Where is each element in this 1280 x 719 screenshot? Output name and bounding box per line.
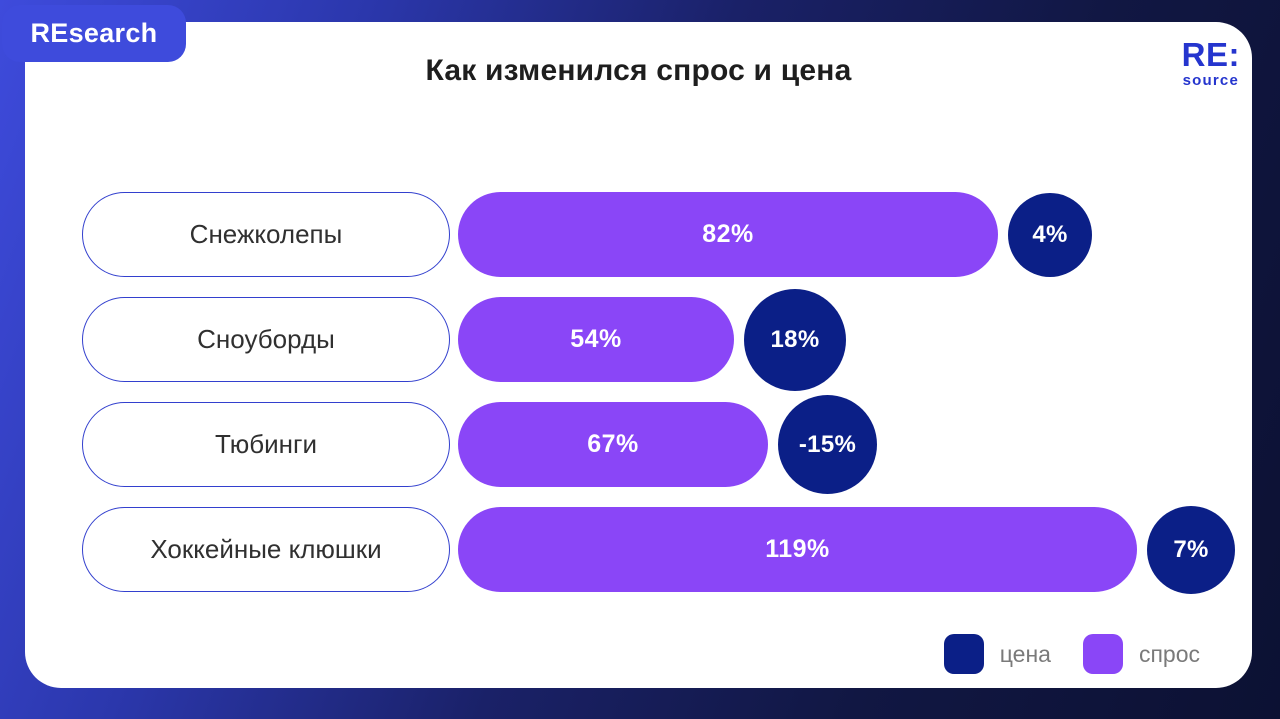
chart-row: Сноуборды 54% 18% <box>82 288 1235 391</box>
price-circle: 7% <box>1147 505 1235 594</box>
legend: цена спрос <box>943 634 1200 674</box>
category-label: Сноуборды <box>197 324 335 354</box>
price-circle: 18% <box>744 288 846 391</box>
category-label: Тюбинги <box>214 429 318 459</box>
legend-item-price: цена <box>943 634 1051 674</box>
legend-item-demand: спрос <box>1082 634 1200 674</box>
research-badge: REsearch <box>2 5 186 62</box>
category-pill: Тюбинги <box>82 402 450 487</box>
demand-bar: 54% <box>458 297 734 382</box>
demand-bar: 82% <box>458 192 998 277</box>
price-value: -15% <box>798 430 857 458</box>
badge-label: REsearch <box>30 18 158 48</box>
chart-rows: Снежколепы 82% 4% Сноуборды 54% 18% <box>82 192 1235 612</box>
logo-secondary-text: source <box>1182 72 1240 89</box>
demand-bar: 67% <box>458 402 768 487</box>
demand-bar: 119% <box>458 507 1137 592</box>
price-swatch <box>943 634 984 674</box>
price-value: 7% <box>1173 535 1209 563</box>
legend-label-price: цена <box>999 640 1051 667</box>
demand-value: 119% <box>765 535 830 563</box>
demand-value: 54% <box>570 325 622 353</box>
price-value: 4% <box>1032 220 1068 248</box>
logo-primary-text: RE: <box>1181 36 1240 73</box>
price-value: 18% <box>770 325 820 353</box>
demand-value: 67% <box>587 430 639 458</box>
demand-value: 82% <box>702 220 754 248</box>
category-pill: Снежколепы <box>82 192 450 277</box>
price-circle: 4% <box>1008 192 1092 277</box>
page-title: Как изменился спрос и цена <box>425 54 852 87</box>
category-label: Хоккейные клюшки <box>150 534 382 564</box>
content-card: Как изменился спрос и цена RE: source Сн… <box>25 22 1252 688</box>
category-pill: Хоккейные клюшки <box>82 507 450 592</box>
category-pill: Сноуборды <box>82 297 450 382</box>
chart-row: Тюбинги 67% -15% <box>82 395 1235 494</box>
demand-swatch <box>1082 634 1123 674</box>
price-circle: -15% <box>778 395 877 494</box>
chart-row: Хоккейные клюшки 119% 7% <box>82 505 1235 594</box>
legend-label-demand: спрос <box>1138 640 1200 667</box>
resource-logo: RE: source <box>1182 38 1240 88</box>
category-label: Снежколепы <box>189 219 343 249</box>
chart-row: Снежколепы 82% 4% <box>82 192 1235 277</box>
